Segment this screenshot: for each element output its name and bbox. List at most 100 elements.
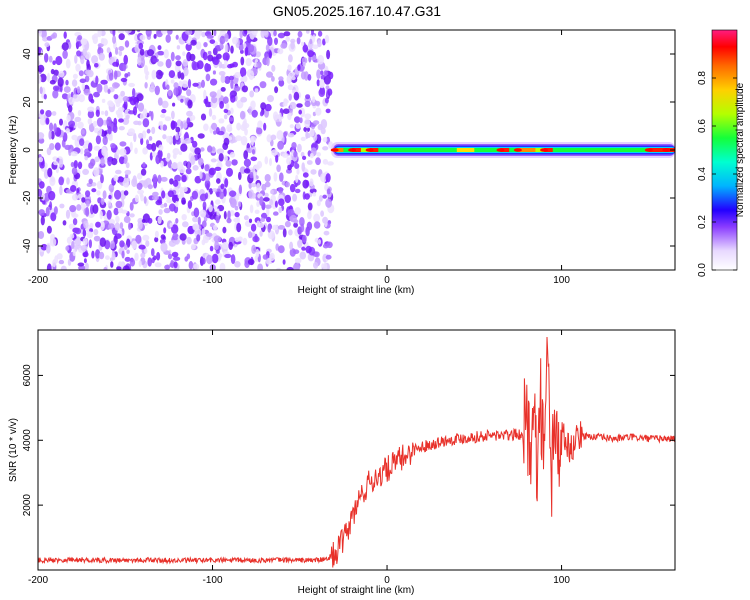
noise-speckle	[248, 218, 253, 223]
noise-speckle	[123, 190, 129, 196]
noise-speckle	[112, 124, 118, 133]
noise-speckle	[46, 225, 52, 234]
noise-speckle	[72, 218, 78, 226]
noise-speckle	[249, 172, 254, 177]
noise-speckle	[144, 248, 148, 254]
noise-speckle	[119, 141, 127, 147]
noise-speckle	[320, 119, 328, 129]
noise-speckle	[48, 55, 53, 63]
noise-speckle	[287, 84, 294, 91]
noise-speckle	[185, 30, 193, 35]
noise-speckle	[274, 200, 278, 208]
noise-speckle	[251, 148, 256, 155]
noise-speckle	[229, 190, 237, 197]
noise-speckle	[171, 162, 179, 170]
noise-speckle	[89, 222, 94, 229]
noise-speckle	[49, 176, 56, 187]
noise-speckle	[301, 162, 306, 172]
noise-speckle	[104, 110, 109, 117]
noise-region	[38, 30, 335, 270]
band-amplitude-cell	[509, 148, 519, 152]
noise-speckle	[110, 188, 114, 193]
noise-speckle	[312, 111, 316, 117]
noise-speckle	[148, 110, 152, 117]
noise-speckle	[74, 116, 82, 122]
band-amplitude-cell	[439, 148, 458, 152]
noise-speckle	[95, 135, 101, 145]
noise-speckle	[302, 234, 307, 243]
noise-speckle	[263, 197, 270, 202]
band-amplitude-cell	[474, 148, 493, 152]
noise-speckle	[53, 69, 59, 77]
figure-title: GN05.2025.167.10.47.G31	[273, 3, 441, 19]
noise-speckle	[225, 102, 230, 110]
noise-speckle	[172, 153, 177, 160]
noise-speckle	[80, 244, 88, 252]
band-amplitude-cell	[552, 148, 562, 152]
noise-speckle	[251, 182, 257, 188]
noise-speckle	[319, 78, 325, 89]
noise-speckle	[72, 73, 78, 79]
noise-speckle	[292, 263, 300, 270]
noise-speckle	[120, 90, 125, 97]
noise-speckle	[260, 102, 267, 110]
noise-speckle	[49, 237, 57, 247]
noise-speckle	[100, 174, 104, 184]
noise-speckle	[307, 50, 314, 58]
noise-speckle	[235, 135, 243, 142]
noise-speckle	[121, 209, 128, 214]
noise-speckle	[88, 162, 94, 169]
noise-speckle	[102, 135, 108, 146]
noise-speckle	[48, 130, 52, 140]
noise-speckle	[83, 258, 87, 264]
noise-speckle	[118, 46, 125, 51]
noise-speckle	[181, 197, 186, 205]
noise-speckle	[190, 155, 196, 165]
noise-speckle	[58, 70, 65, 78]
noise-speckle	[218, 71, 226, 76]
noise-speckle	[155, 69, 163, 80]
noise-speckle	[181, 80, 189, 88]
noise-speckle	[290, 40, 295, 50]
noise-speckle	[215, 199, 221, 205]
band-amplitude-cell	[387, 148, 397, 152]
noise-speckle	[175, 133, 179, 141]
noise-speckle	[299, 251, 307, 260]
noise-speckle	[277, 32, 285, 39]
noise-speckle	[306, 30, 310, 34]
noise-speckle	[240, 96, 248, 103]
band-amplitude-cell	[535, 148, 545, 152]
noise-speckle	[264, 181, 271, 188]
noise-speckle	[288, 54, 293, 63]
noise-speckle	[286, 75, 292, 84]
noise-speckle	[91, 55, 99, 64]
noise-speckle	[52, 60, 56, 65]
noise-speckle	[207, 145, 213, 153]
noise-speckle	[100, 157, 105, 166]
noise-speckle	[295, 123, 301, 129]
noise-speckle	[147, 257, 152, 267]
noise-speckle	[142, 118, 150, 128]
noise-speckle	[261, 212, 268, 219]
noise-speckle	[211, 122, 218, 130]
noise-speckle	[288, 93, 292, 101]
noise-speckle	[163, 49, 169, 59]
top-y-axis: -40 -20 0 20 40	[22, 48, 675, 253]
noise-speckle	[116, 266, 122, 270]
noise-speckle	[113, 70, 118, 80]
noise-speckle	[80, 129, 85, 135]
noise-speckle	[93, 167, 100, 177]
noise-speckle	[219, 191, 225, 200]
noise-speckle	[71, 194, 79, 201]
noise-speckle	[161, 100, 169, 109]
band-amplitude-cell	[526, 148, 536, 152]
noise-speckle	[195, 41, 202, 50]
noise-speckle	[256, 220, 261, 228]
noise-speckle	[127, 128, 136, 136]
noise-speckle	[326, 188, 331, 195]
noise-speckle	[229, 151, 236, 158]
noise-speckle	[70, 161, 75, 168]
noise-speckle	[175, 60, 182, 67]
noise-speckle	[205, 73, 211, 82]
y-tick-label: 2000	[22, 494, 33, 517]
